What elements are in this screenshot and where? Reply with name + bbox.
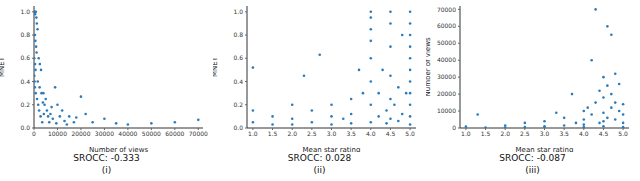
svg-text:60000: 60000 [437,22,456,29]
svg-text:1.0: 1.0 [248,130,258,137]
svg-text:3.5: 3.5 [559,130,569,137]
svg-text:40000: 40000 [118,130,137,137]
svg-text:1.0: 1.0 [461,130,471,137]
svg-text:0.4: 0.4 [233,78,243,85]
svg-text:10000: 10000 [48,130,67,137]
svg-text:3.5: 3.5 [346,130,356,137]
svg-text:60000: 60000 [165,130,184,137]
svg-text:1.0: 1.0 [20,8,30,15]
html-text:(iii): (iii) [525,165,540,175]
svg-text:0.6: 0.6 [233,54,243,61]
svg-text:2.5: 2.5 [307,130,317,137]
svg-text:4.0: 4.0 [579,130,589,137]
svg-text:20000: 20000 [71,130,90,137]
svg-text:30000: 30000 [95,130,114,137]
svg-text:5.0: 5.0 [618,130,628,137]
svg-text:0.8: 0.8 [20,31,30,38]
svg-text:50000: 50000 [142,130,161,137]
svg-text:1.5: 1.5 [268,130,278,137]
svg-text:4.5: 4.5 [599,130,609,137]
svg-text:Mean star rating: Mean star rating [516,146,574,152]
svg-text:Mean star rating: Mean star rating [303,146,361,152]
svg-text:1.0: 1.0 [233,8,243,15]
svg-text:5.0: 5.0 [405,130,415,137]
svg-text:Number of views: Number of views [426,37,432,96]
svg-text:Number of views: Number of views [89,146,148,152]
html-text:(i): (i) [101,165,112,175]
svg-text:2.0: 2.0 [500,130,510,137]
svg-text:2.0: 2.0 [287,130,297,137]
svg-text:3.0: 3.0 [327,130,337,137]
html-text:SROCC: -0.333: SROCC: -0.333 [73,153,140,163]
svg-text:0.0: 0.0 [233,124,243,131]
svg-text:0.6: 0.6 [20,54,30,61]
svg-text:20000: 20000 [437,90,456,97]
svg-text:2.5: 2.5 [520,130,530,137]
svg-text:30000: 30000 [437,73,456,80]
svg-text:0: 0 [32,130,36,137]
svg-text:40000: 40000 [437,56,456,63]
svg-text:0.2: 0.2 [233,101,243,108]
svg-text:0.8: 0.8 [233,31,243,38]
html-text:(ii): (ii) [313,165,326,175]
html-text:SROCC: 0.028: SROCC: 0.028 [287,153,352,163]
svg-text:4.0: 4.0 [366,130,376,137]
svg-text:0.4: 0.4 [20,78,30,85]
svg-text:70000: 70000 [437,6,456,13]
svg-text:0.2: 0.2 [20,101,30,108]
svg-text:1.5: 1.5 [481,130,491,137]
svg-text:70000: 70000 [189,130,208,137]
svg-text:50000: 50000 [437,39,456,46]
svg-text:0.0: 0.0 [20,124,30,131]
svg-text:4.5: 4.5 [386,130,396,137]
html-text:SROCC: -0.087: SROCC: -0.087 [499,153,566,163]
svg-text:3.0: 3.0 [540,130,550,137]
svg-text:0: 0 [452,124,456,131]
svg-text:10000: 10000 [437,107,456,114]
svg-text:MNET: MNET [213,56,219,77]
